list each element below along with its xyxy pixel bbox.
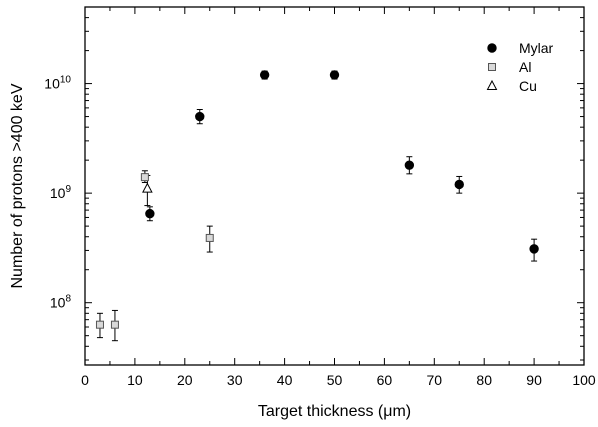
legend-label-al: Al [519, 59, 531, 75]
x-tick-label: 50 [327, 372, 343, 388]
y-tick-label: 109 [50, 184, 72, 201]
legend-marker-mylar [487, 43, 497, 53]
point-mylar [259, 70, 270, 80]
x-tick-label: 30 [227, 372, 243, 388]
y-axis-title: Number of protons >400 keV [9, 83, 26, 288]
point-al [205, 233, 214, 242]
y-tick-label: 1010 [44, 75, 71, 92]
point-al [140, 173, 149, 182]
axis-ticks [84, 6, 585, 365]
x-tick-label: 10 [127, 372, 143, 388]
point-mylar [145, 208, 155, 219]
x-tick-label: 20 [177, 372, 193, 388]
plot-area-frame [84, 6, 585, 366]
legend-label-mylar: Mylar [519, 40, 554, 56]
legend-marker-cu [486, 79, 498, 90]
x-tick-label: 90 [526, 372, 542, 388]
y-tick-label: 108 [50, 294, 72, 311]
data-points [95, 70, 539, 329]
point-mylar [529, 244, 539, 254]
x-tick-label: 70 [427, 372, 443, 388]
x-tick-label: 100 [572, 372, 596, 388]
x-tick-label: 40 [277, 372, 293, 388]
point-mylar [195, 111, 205, 122]
point-mylar [404, 160, 415, 170]
point-mylar [454, 179, 464, 190]
x-tick-label: 80 [476, 372, 492, 388]
error-bars [96, 70, 538, 342]
x-axis-title: Target thickness (μm) [258, 403, 411, 420]
x-tick-label: 0 [81, 372, 89, 388]
point-cu [142, 182, 153, 193]
x-tick-label: 60 [377, 372, 393, 388]
point-mylar [329, 70, 340, 80]
legend-marker-al [488, 63, 496, 71]
legend: Mylar Al Cu [486, 40, 554, 94]
y-tick-labels: 108 109 1010 [44, 75, 71, 311]
legend-label-cu: Cu [519, 78, 537, 94]
point-al [95, 320, 104, 329]
x-tick-labels: 0 10 20 30 40 50 60 70 80 90 100 [81, 372, 596, 388]
point-al [110, 320, 119, 329]
